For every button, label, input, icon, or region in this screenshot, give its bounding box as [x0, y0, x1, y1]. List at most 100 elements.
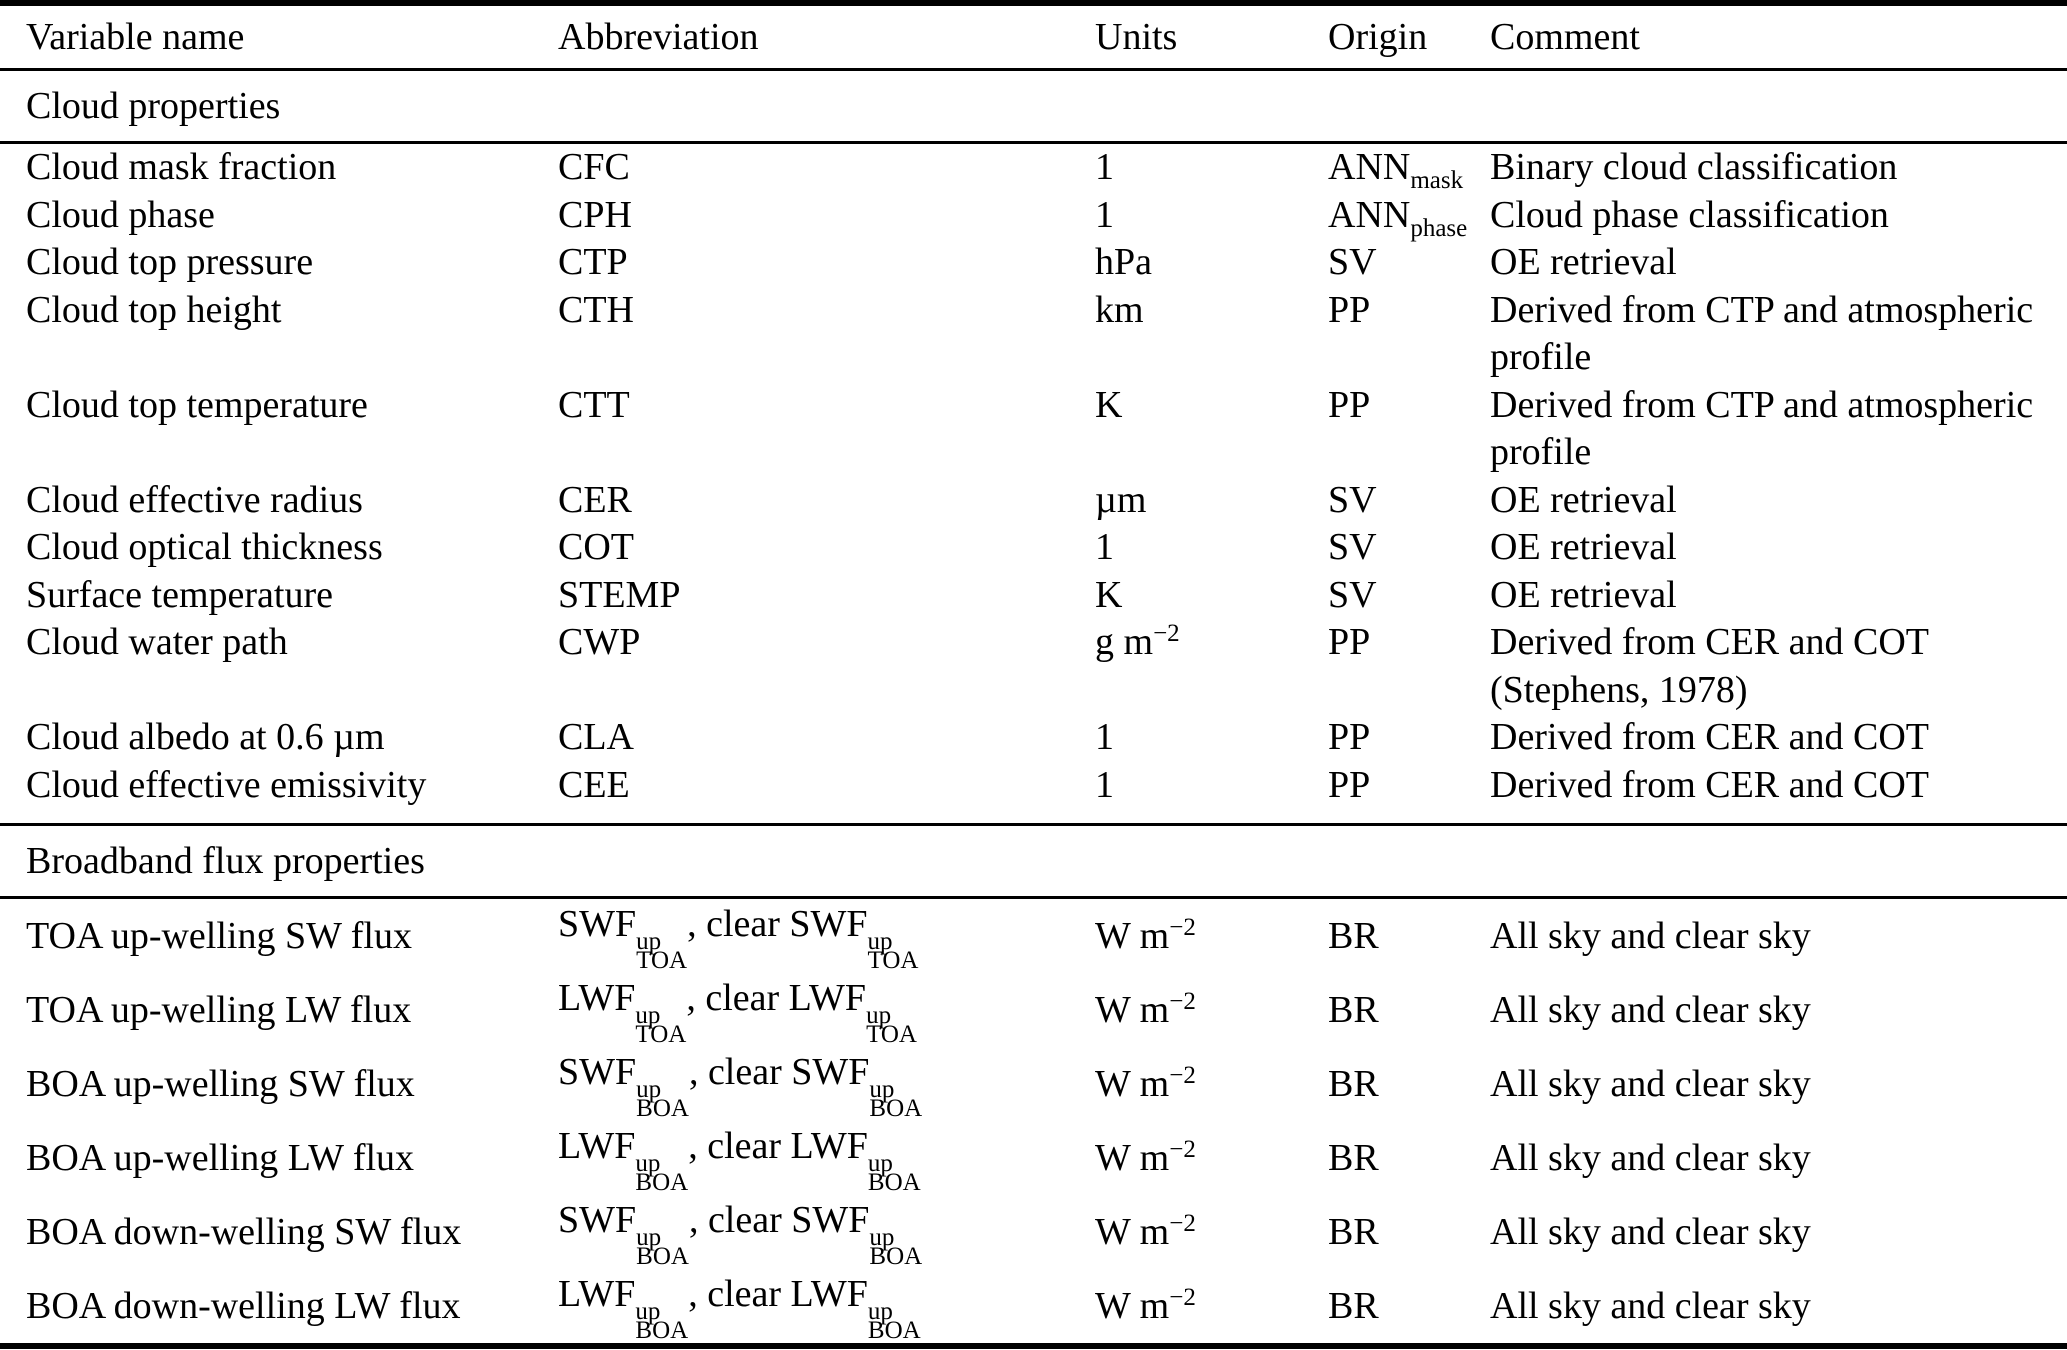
supsub-stack: up BOA [635, 1299, 689, 1344]
text-run: SWF [789, 903, 868, 945]
cell-abbreviation: CLA [558, 714, 1095, 762]
text-run: CER [558, 478, 632, 521]
text-run: W m [1095, 989, 1170, 1031]
cell-origin: SV [1328, 572, 1490, 620]
table-row: BOA down-welling SW flux SWF up BOA, clear … [0, 1195, 2067, 1269]
table-row: Cloud phase CPH 1 ANNphase Cloud phase class… [0, 192, 2067, 241]
cell-variable-name: Cloud effective emissivity [26, 762, 558, 810]
text-run: Cloud phase [26, 193, 215, 236]
text-run: , clear [688, 1199, 792, 1241]
superscript: −2 [1153, 620, 1180, 647]
section-rows: TOA up-welling SW flux SWF up TOA, clear SW… [0, 899, 2067, 1343]
text-run: W m [1095, 1137, 1170, 1179]
text-run: ANN [1328, 193, 1411, 236]
stack-subscript: BOA [635, 1169, 689, 1196]
stack-subscript: BOA [867, 1169, 921, 1196]
superscript: −2 [1169, 988, 1196, 1015]
section-title: Cloud properties [26, 85, 281, 127]
stack-subscript: BOA [867, 1317, 921, 1344]
supsub-stack: up BOA [636, 1077, 689, 1122]
text-run: , clear [688, 1273, 791, 1315]
stack-subscript: BOA [636, 1243, 689, 1270]
stack-subscript: BOA [635, 1317, 689, 1344]
cell-comment: All sky and clear sky [1490, 988, 2067, 1032]
text-run: BR [1328, 989, 1379, 1031]
text-run: µm [1095, 478, 1147, 521]
text-run: TOA up-welling SW flux [26, 915, 412, 957]
subscript: mask [1410, 167, 1464, 194]
text-run: ANN [1328, 146, 1411, 188]
cell-abbreviation: CPH [558, 192, 1095, 240]
cell-variable-name: Cloud optical thickness [26, 524, 558, 572]
comment-line: profile [1490, 336, 1592, 378]
text-run: TOA up-welling LW flux [26, 989, 412, 1031]
text-run: CTH [558, 288, 634, 331]
text-run: BR [1328, 1063, 1379, 1105]
cell-variable-name: BOA up-welling SW flux [26, 1062, 558, 1106]
stack-superscript: up [636, 1224, 662, 1251]
comment-line: All sky and clear sky [1490, 1063, 1811, 1105]
cell-comment: Derived from CER and COT [1490, 714, 2067, 762]
cell-origin: BR [1328, 914, 1490, 958]
stack-subscript: BOA [636, 1095, 689, 1122]
cell-units: W m−2 [1095, 1210, 1328, 1254]
text-run: PP [1328, 621, 1371, 663]
supsub-stack: up TOA [867, 929, 919, 974]
stack-subscript: TOA [635, 1021, 687, 1048]
text-run: Cloud albedo at 0.6 µm [26, 716, 385, 758]
section-rows: Cloud mask fraction CFC 1 ANNmask Binary clo… [0, 144, 2067, 823]
superscript: −2 [1169, 1136, 1196, 1163]
cell-abbreviation: CWP [558, 619, 1095, 667]
cell-units: W m−2 [1095, 914, 1328, 958]
cell-units: 1 [1095, 714, 1328, 762]
text-run: BOA up-welling SW flux [26, 1063, 415, 1105]
stack-superscript: up [869, 1224, 895, 1251]
text-run: LWF [790, 1273, 868, 1315]
supsub-stack: up BOA [867, 1151, 921, 1196]
stack-subscript: TOA [867, 947, 919, 974]
text-run: BR [1328, 1137, 1379, 1179]
supsub-stack: up BOA [869, 1224, 922, 1269]
text-run: W m [1095, 1063, 1170, 1105]
comment-line: All sky and clear sky [1490, 989, 1811, 1031]
cell-comment: OE retrieval [1490, 572, 2067, 620]
table-row: TOA up-welling SW flux SWF up TOA, clear SW… [0, 899, 2067, 973]
cell-origin: BR [1328, 988, 1490, 1032]
cell-origin: BR [1328, 1284, 1490, 1328]
table-row: Cloud effective emissivity CEE 1 PP Derived … [0, 762, 2067, 810]
text-run: km [1095, 288, 1144, 331]
comment-line: Derived from CTP and atmospheric [1490, 383, 2034, 426]
text-run: 1 [1095, 146, 1114, 188]
table-row: Cloud top height CTH km PP Derived from CTP … [0, 287, 2067, 382]
cell-comment: OE retrieval [1490, 524, 2067, 572]
stack-superscript: up [636, 928, 662, 955]
cell-variable-name: BOA down-welling SW flux [26, 1210, 558, 1254]
text-run: SV [1328, 526, 1377, 568]
col-header-abbreviation: Abbreviation [558, 16, 759, 58]
cell-abbreviation: COT [558, 524, 1095, 572]
text-run: LWF [558, 977, 636, 1019]
cell-units: W m−2 [1095, 1062, 1328, 1106]
stack-subscript: TOA [866, 1021, 917, 1048]
section-divider-rule [0, 68, 2067, 71]
cell-comment: All sky and clear sky [1490, 914, 2067, 958]
cell-origin: PP [1328, 382, 1490, 430]
text-run: CTT [558, 383, 630, 426]
text-run: K [1095, 573, 1123, 616]
cell-comment: All sky and clear sky [1490, 1062, 2067, 1106]
text-run: PP [1328, 716, 1371, 758]
text-run: K [1095, 383, 1123, 426]
stack-subscript: TOA [636, 947, 688, 974]
cell-comment: Derived from CTP and atmospheric profile [1490, 382, 2067, 477]
text-run: , clear [687, 903, 790, 945]
cell-abbreviation: CFC [558, 144, 1095, 192]
comment-line: OE retrieval [1490, 526, 1677, 568]
cell-origin: BR [1328, 1210, 1490, 1254]
cell-origin: SV [1328, 477, 1490, 525]
cell-units: µm [1095, 477, 1328, 525]
stack-superscript: up [869, 1076, 895, 1103]
cell-abbreviation: SWF up BOA, clear SWF up BOA [558, 1198, 1095, 1270]
text-run: PP [1328, 383, 1371, 426]
cell-origin: PP [1328, 714, 1490, 762]
